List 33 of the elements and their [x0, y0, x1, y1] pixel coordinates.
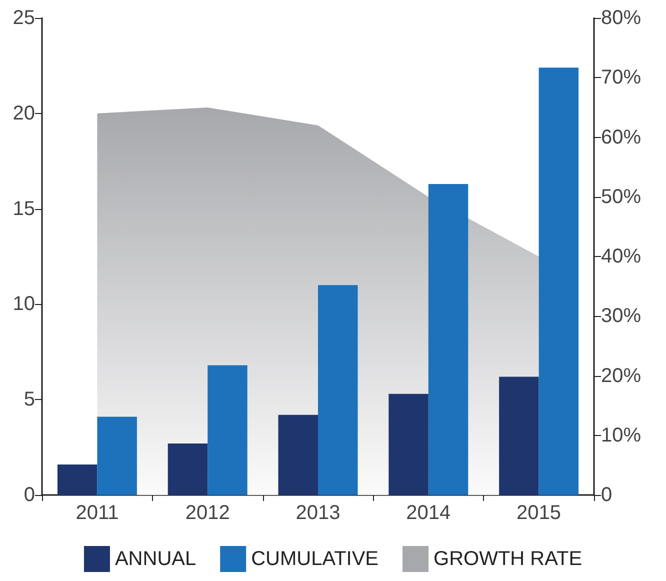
bar [538, 68, 579, 495]
bar [388, 394, 428, 495]
bar [168, 443, 208, 495]
legend-label: GROWTH RATE [434, 548, 582, 570]
y2-tick-label: 20% [601, 364, 642, 387]
bar [208, 365, 248, 495]
y2-tick-label: 60% [601, 126, 642, 148]
x-tick-label: 2014 [406, 502, 451, 524]
y2-tick-label: 0 [601, 484, 612, 506]
x-tick-label: 2011 [76, 502, 119, 524]
bar [97, 416, 137, 495]
y-tick-label: 15 [12, 198, 35, 220]
bar [278, 414, 318, 495]
bar [499, 376, 539, 495]
y-tick-label: 5 [24, 388, 35, 411]
x-tick-label: 2013 [296, 502, 340, 524]
y2-tick-label: 10% [601, 424, 642, 446]
y2-tick-label: 50% [601, 186, 642, 208]
y2-tick-label: 30% [601, 305, 642, 328]
y-tick-label: 25 [12, 7, 35, 29]
y2-tick-label: 70% [601, 66, 642, 89]
y-tick-label: 20 [12, 102, 35, 124]
legend-label: ANNUAL [114, 548, 196, 570]
y2-tick-label: 80% [601, 7, 642, 29]
bar [428, 184, 468, 495]
y-tick-label: 10 [12, 293, 35, 316]
bar [57, 464, 98, 495]
y-tick-label: 0 [24, 484, 35, 506]
x-tick-label: 2015 [516, 502, 562, 524]
bar [318, 285, 358, 495]
legend-label: CUMULATIVE [251, 548, 379, 570]
x-tick-label: 2012 [185, 502, 230, 524]
y2-tick-label: 40% [601, 246, 642, 268]
